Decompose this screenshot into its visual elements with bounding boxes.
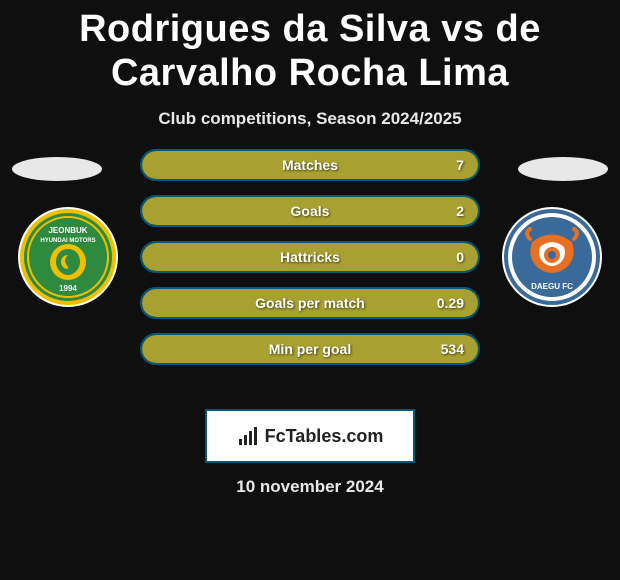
stat-row: Hattricks0: [140, 241, 480, 273]
comparison-body: JEONBUK HYUNDAI MOTORS 1994 DAEGU FC Mat…: [0, 157, 620, 397]
team-left-badge: JEONBUK HYUNDAI MOTORS 1994: [18, 207, 118, 307]
stat-label: Min per goal: [142, 335, 478, 363]
svg-text:JEONBUK: JEONBUK: [48, 226, 87, 235]
stat-label: Goals per match: [142, 289, 478, 317]
stat-label: Matches: [142, 151, 478, 179]
svg-text:DAEGU FC: DAEGU FC: [531, 282, 573, 291]
left-name-oval: [12, 157, 102, 181]
season-subtitle: Club competitions, Season 2024/2025: [0, 109, 620, 129]
stat-label: Goals: [142, 197, 478, 225]
svg-text:HYUNDAI MOTORS: HYUNDAI MOTORS: [40, 238, 95, 244]
stat-row: Matches7: [140, 149, 480, 181]
stat-value: 7: [456, 151, 464, 179]
comparison-title: Rodrigues da Silva vs de Carvalho Rocha …: [0, 0, 620, 95]
team-right-badge: DAEGU FC: [502, 207, 602, 307]
stat-label: Hattricks: [142, 243, 478, 271]
stat-row: Min per goal534: [140, 333, 480, 365]
svg-text:1994: 1994: [59, 284, 77, 293]
stat-value: 534: [441, 335, 464, 363]
stat-value: 0: [456, 243, 464, 271]
stat-row: Goals per match0.29: [140, 287, 480, 319]
fctables-logo-text: FcTables.com: [265, 426, 384, 447]
comparison-date: 10 november 2024: [0, 477, 620, 497]
stat-value: 2: [456, 197, 464, 225]
stat-row: Goals2: [140, 195, 480, 227]
right-name-oval: [518, 157, 608, 181]
stats-bars: Matches7Goals2Hattricks0Goals per match0…: [140, 149, 480, 379]
stat-value: 0.29: [437, 289, 464, 317]
fctables-logo: FcTables.com: [205, 409, 415, 463]
